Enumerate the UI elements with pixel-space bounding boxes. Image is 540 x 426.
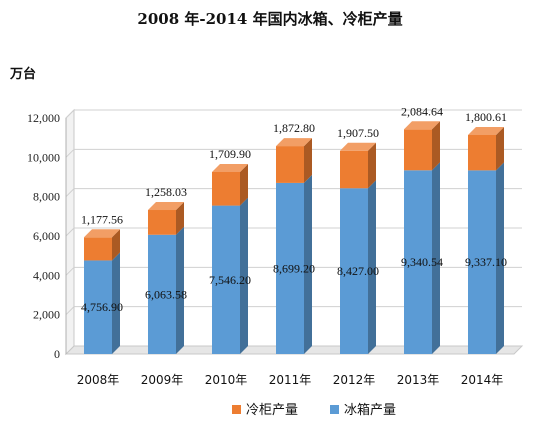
- data-label-freezer: 1,258.03: [145, 185, 187, 199]
- data-label-fridge: 8,699.20: [273, 261, 315, 275]
- bar-freezer-side: [240, 163, 248, 206]
- bar-freezer-top: [84, 229, 120, 238]
- y-tick-label: 4,000: [33, 268, 60, 282]
- data-label-fridge: 6,063.58: [145, 287, 187, 301]
- y-axis-label: 万台: [9, 66, 36, 82]
- gridline: [65, 109, 522, 119]
- bar-freezer: [404, 129, 432, 171]
- legend-swatch: [330, 405, 339, 414]
- data-label-freezer: 1,872.80: [273, 121, 315, 135]
- x-tick-label: 2008年: [77, 373, 120, 387]
- x-tick-label: 2012年: [333, 373, 376, 387]
- bar-freezer: [212, 171, 240, 206]
- bar-freezer-top: [468, 126, 504, 135]
- legend-swatch: [232, 405, 241, 414]
- data-label-fridge: 9,340.54: [401, 255, 443, 269]
- bar-freezer-side: [304, 138, 312, 183]
- x-tick-label: 2011年: [269, 373, 312, 387]
- data-label-fridge: 9,337.10: [465, 255, 507, 269]
- bar-fridge-side: [176, 226, 184, 354]
- bar-freezer-side: [496, 126, 504, 171]
- y-tick-label: 6,000: [33, 229, 60, 243]
- bar-freezer-top: [212, 163, 248, 172]
- bar-freezer: [468, 134, 496, 171]
- bar-freezer: [340, 150, 368, 189]
- y-tick-label: 12,000: [27, 111, 60, 125]
- y-tick-label: 2,000: [33, 308, 60, 322]
- y-tick-label: 0: [54, 347, 60, 361]
- bar-fridge: [468, 170, 496, 354]
- bar-freezer: [148, 210, 176, 235]
- y-tick-label: 8,000: [33, 190, 60, 204]
- data-label-fridge: 8,427.00: [337, 264, 379, 278]
- bar-fridge-side: [368, 180, 376, 354]
- bar-fridge-side: [496, 162, 504, 354]
- bar-fridge: [148, 234, 176, 354]
- bar-fridge: [276, 182, 304, 354]
- data-label-fridge: 7,546.20: [209, 273, 251, 287]
- x-tick-label: 2014年: [461, 373, 504, 387]
- x-tick-label: 2009年: [141, 373, 184, 387]
- bar-freezer-side: [368, 142, 376, 189]
- legend-label: 冷柜产量: [246, 403, 298, 418]
- x-tick-label: 2013年: [397, 373, 440, 387]
- bar-freezer-top: [404, 121, 440, 130]
- bar-fridge-side: [304, 174, 312, 354]
- bar-freezer-side: [176, 202, 184, 235]
- bar-freezer-side: [112, 229, 120, 261]
- bar-fridge: [404, 170, 432, 354]
- data-label-freezer: 2,084.64: [401, 104, 443, 118]
- bar-fridge: [340, 188, 368, 354]
- bar-fridge-side: [432, 162, 440, 354]
- data-label-freezer: 1,709.90: [209, 147, 251, 161]
- bar-freezer-top: [276, 138, 312, 147]
- legend-label: 冰箱产量: [344, 402, 396, 418]
- bar-fridge: [84, 260, 112, 354]
- x-tick-label: 2010年: [205, 373, 248, 387]
- bar-freezer: [84, 237, 112, 261]
- data-label-fridge: 4,756.90: [81, 300, 123, 314]
- bar-fridge-side: [240, 197, 248, 354]
- y-tick-label: 10,000: [27, 150, 60, 164]
- bar-freezer-top: [340, 142, 376, 151]
- data-label-freezer: 1,800.61: [465, 110, 507, 124]
- data-label-freezer: 1,177.56: [81, 212, 123, 226]
- bar-freezer-side: [432, 121, 440, 171]
- chart-title: 2008 年-2014 年国内冰箱、冷柜产量: [137, 10, 403, 28]
- data-label-freezer: 1,907.50: [337, 126, 379, 140]
- bar-freezer: [276, 146, 304, 183]
- bar-freezer-top: [148, 202, 184, 211]
- bar-fridge: [212, 205, 240, 354]
- bar-fridge-side: [112, 252, 120, 354]
